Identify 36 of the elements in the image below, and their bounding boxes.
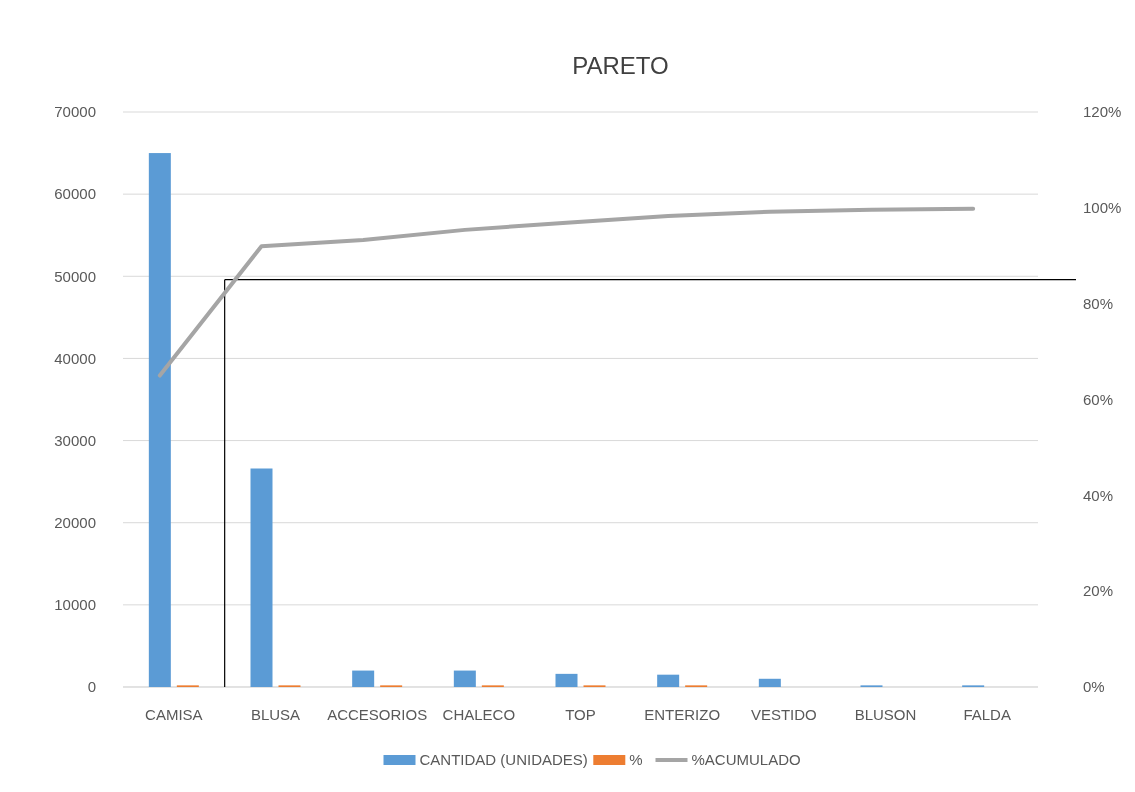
y-tick-label: 40000: [54, 349, 96, 367]
bar: [453, 670, 476, 687]
y-tick-label: 30000: [54, 431, 96, 449]
y-tick-label: 50000: [54, 267, 96, 285]
x-tick-label: CHALECO: [442, 706, 516, 723]
y2-tick-label: 40%: [1083, 486, 1114, 504]
x-tick-label: VESTIDO: [750, 706, 817, 723]
x-tick-label: BLUSON: [854, 706, 917, 723]
legend-label: %ACUMULADO: [691, 751, 801, 769]
legend-label: CANTIDAD (UNIDADES): [419, 751, 588, 769]
bar: [758, 678, 781, 687]
x-tick-label: FALDA: [963, 706, 1011, 723]
bar: [148, 153, 171, 687]
y2-tick-label: 120%: [1083, 103, 1122, 121]
line-series: [157, 206, 976, 378]
x-tick-label: TOP: [565, 706, 596, 723]
y-tick-label: 10000: [54, 596, 96, 614]
x-tick-label: BLUSA: [250, 706, 301, 723]
bar: [352, 670, 375, 687]
y2-tick-label: 20%: [1083, 582, 1114, 600]
y2-tick-label: 100%: [1083, 199, 1122, 217]
y-tick-label: 0: [87, 678, 96, 696]
y-tick-label: 60000: [54, 185, 96, 203]
y-tick-label: 20000: [54, 513, 96, 531]
bar: [250, 468, 273, 687]
y-tick-label: 70000: [54, 103, 96, 121]
bar: [657, 674, 680, 687]
y2-tick-label: 80%: [1083, 294, 1114, 312]
legend-label: %: [629, 751, 643, 769]
bar: [555, 673, 578, 687]
x-tick-label: ENTERIZO: [644, 706, 721, 723]
y2-tick-label: 60%: [1083, 390, 1114, 408]
chart-title: PARETO: [572, 52, 669, 79]
x-tick-label: ACCESORIOS: [327, 706, 428, 723]
y2-tick-label: 0%: [1083, 678, 1105, 696]
x-tick-label: CAMISA: [145, 706, 203, 723]
